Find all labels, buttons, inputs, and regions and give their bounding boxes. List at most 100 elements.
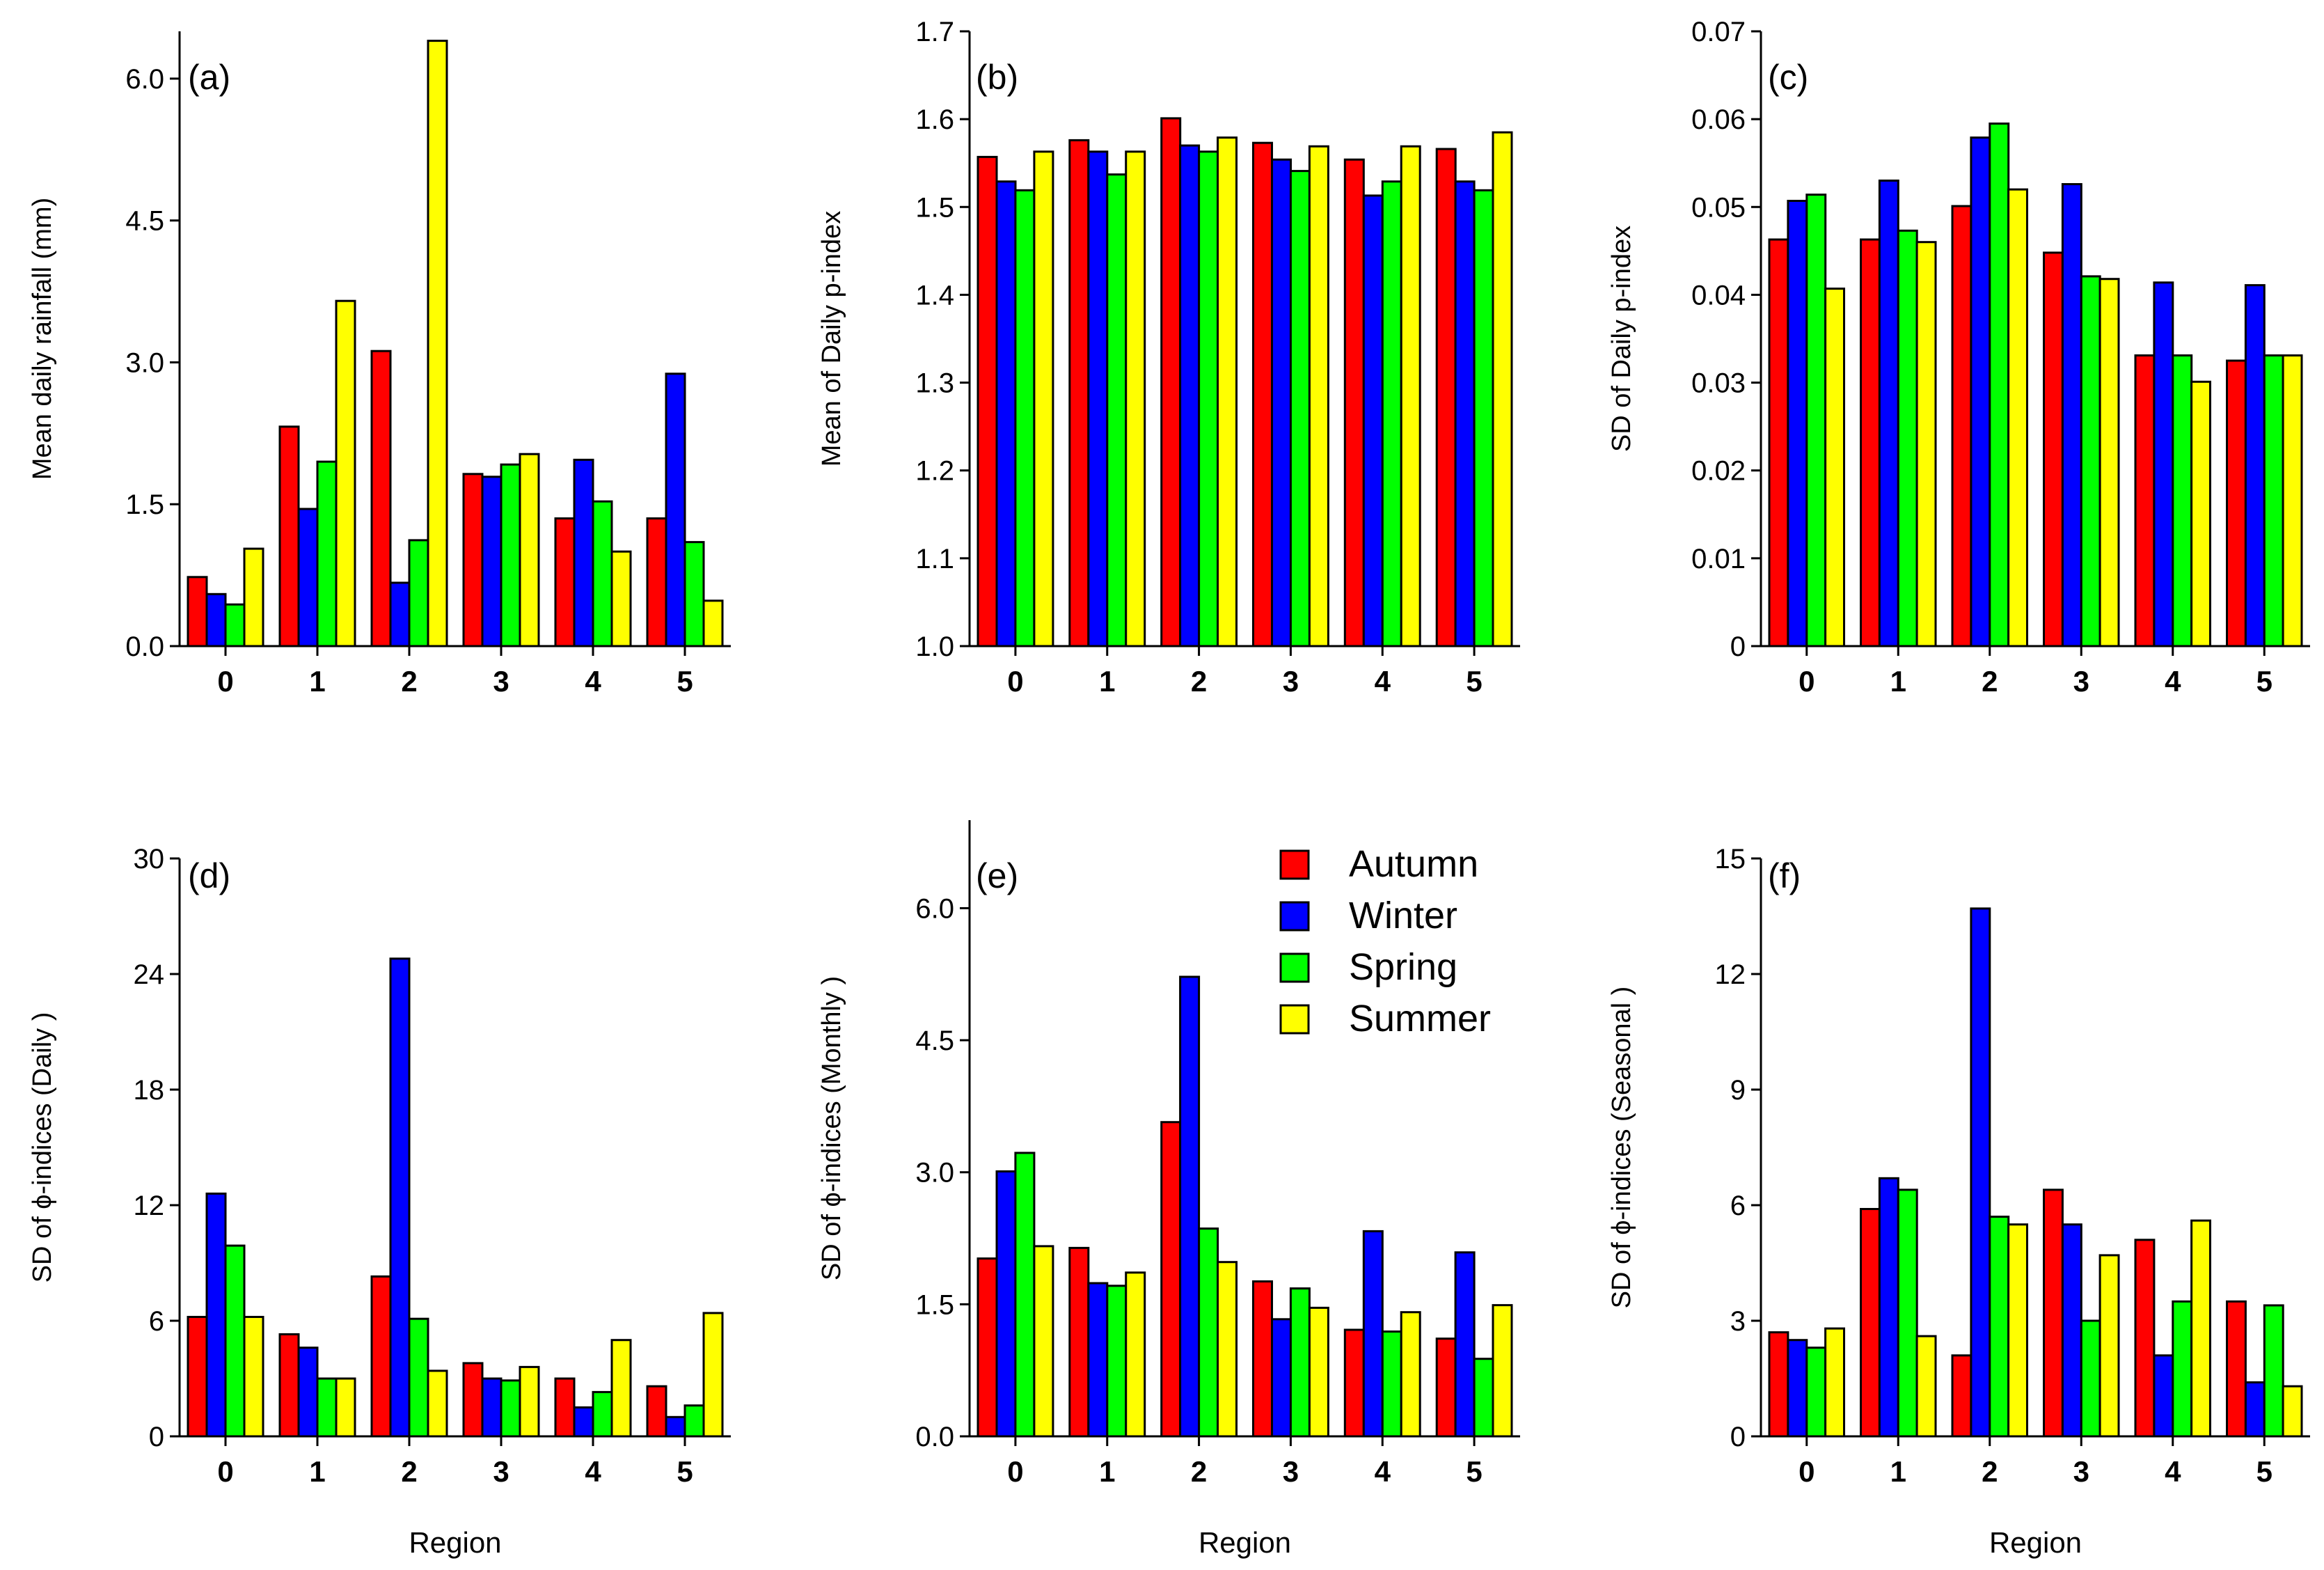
panel-e: 0.0 1.5 3.0 4.5 6.0 0 1 2 3 4 5 SD of ϕ-indices (Mo… (817, 820, 1520, 1559)
y-tick-label: 1.2 (915, 456, 954, 487)
bar-spring-region-2 (1989, 123, 2010, 647)
bar-autumn-region-1 (1068, 1246, 1090, 1438)
bar-summer-region-0 (1824, 1327, 1846, 1438)
bar-winter-region-1 (1087, 1282, 1109, 1438)
bar-autumn-region-2 (1951, 205, 1973, 647)
x-tick-label-region-4: 4 (1375, 1455, 1391, 1488)
bar-autumn-region-2 (370, 350, 392, 647)
bar-autumn-region-3 (1252, 141, 1273, 647)
y-tick-label: 30 (134, 844, 165, 874)
x-tick-label-region-4: 4 (585, 665, 601, 698)
bar-summer-region-2 (1217, 136, 1238, 647)
bar-summer-region-5 (702, 599, 724, 647)
bar-winter-region-4 (1362, 1230, 1384, 1438)
bar-spring-region-3 (500, 463, 521, 647)
y-tick-label: 1.7 (915, 17, 954, 47)
legend-label-summer: Summer (1349, 998, 1491, 1039)
y-tick-label: 3.0 (125, 347, 164, 378)
bar-summer-region-4 (1400, 145, 1421, 647)
bar-winter-region-0 (205, 592, 227, 647)
x-tick-label-region-0: 0 (1799, 1455, 1815, 1488)
bar-autumn-region-5 (1435, 148, 1457, 647)
bar-spring-region-4 (1381, 180, 1402, 647)
bar-summer-region-3 (1308, 1306, 1329, 1438)
x-tick-label-region-4: 4 (2165, 1455, 2181, 1488)
bar-spring-region-2 (408, 539, 429, 647)
bar-winter-region-3 (481, 476, 503, 647)
bar-winter-region-4 (1362, 194, 1384, 647)
bar-spring-region-4 (1381, 1330, 1402, 1438)
bar-autumn-region-3 (462, 473, 484, 647)
bar-spring-region-1 (316, 1377, 338, 1438)
panel-tag: (d) (188, 856, 230, 895)
y-axis-title: SD of ϕ-indices (Seasonal ) (1607, 987, 1636, 1309)
y-tick-label: 1.4 (915, 280, 954, 311)
bar-autumn-region-3 (2043, 251, 2064, 647)
bar-spring-region-1 (1106, 173, 1128, 647)
y-tick-label: 1.5 (915, 1289, 954, 1320)
bar-winter-region-0 (1787, 200, 1808, 647)
x-tick-label-region-2: 2 (1982, 665, 1998, 698)
panel-tag: (e) (976, 856, 1018, 895)
bar-winter-region-5 (665, 372, 686, 647)
bar-summer-region-1 (1125, 150, 1146, 647)
bar-winter-region-4 (573, 458, 594, 647)
y-tick-label: 0 (1730, 631, 1746, 662)
bar-winter-region-1 (1878, 1177, 1899, 1438)
bar-autumn-region-5 (646, 1385, 667, 1438)
bar-autumn-region-0 (187, 1316, 208, 1438)
bar-winter-region-5 (2244, 284, 2266, 647)
panel-tag: (a) (188, 58, 230, 97)
y-tick-label: 6.0 (125, 64, 164, 95)
bar-spring-region-0 (1805, 194, 1827, 647)
bar-spring-region-5 (2263, 1304, 2284, 1438)
bar-autumn-region-1 (1860, 1208, 1881, 1438)
y-tick-label: 9 (1730, 1075, 1746, 1106)
x-tick-label-region-2: 2 (401, 665, 417, 698)
bar-winter-region-3 (1271, 1318, 1292, 1438)
y-tick-label: 0.02 (1691, 456, 1746, 487)
bar-summer-region-1 (335, 1377, 356, 1438)
y-tick-label: 6 (1730, 1191, 1746, 1221)
bar-winter-region-3 (481, 1377, 503, 1438)
panel-b: 1.0 1.1 1.2 1.3 1.4 1.5 1.6 1.7 0 1 2 3 4 5 Mean of Da… (817, 17, 1520, 698)
bar-autumn-region-2 (1160, 1121, 1182, 1438)
bar-spring-region-1 (316, 460, 338, 647)
bar-summer-region-1 (1915, 241, 1937, 647)
bar-summer-region-0 (243, 1316, 264, 1438)
x-tick-label-region-3: 3 (493, 1455, 509, 1488)
bar-autumn-region-2 (1951, 1354, 1973, 1438)
x-tick-label-region-3: 3 (1283, 665, 1299, 698)
x-tick-label-region-0: 0 (217, 665, 233, 698)
y-tick-label: 0.04 (1691, 280, 1746, 311)
x-tick-label-region-0: 0 (1007, 1455, 1023, 1488)
bar-summer-region-3 (1308, 145, 1329, 647)
x-axis-title: Region (1199, 1526, 1291, 1559)
bar-winter-region-0 (995, 1170, 1017, 1438)
x-tick-label-region-3: 3 (493, 665, 509, 698)
y-tick-label: 12 (134, 1191, 165, 1221)
bar-spring-region-0 (224, 1244, 246, 1438)
bar-summer-region-2 (2007, 188, 2029, 647)
legend-swatch-summer (1279, 1004, 1310, 1035)
panel-a: 0.0 1.5 3.0 4.5 6.0 0 1 2 3 4 5 Mean daily rainfall… (28, 31, 731, 698)
x-tick-label-region-0: 0 (1007, 665, 1023, 698)
y-tick-label: 18 (134, 1075, 165, 1106)
bar-autumn-region-3 (2043, 1188, 2064, 1438)
y-axis-title: Mean of Daily p-index (817, 211, 846, 467)
bar-winter-region-2 (1970, 136, 1991, 647)
bar-summer-region-2 (427, 40, 448, 647)
bar-autumn-region-4 (2134, 1239, 2156, 1438)
x-tick-label-region-5: 5 (1466, 665, 1482, 698)
bar-autumn-region-5 (1435, 1337, 1457, 1438)
bar-winter-region-5 (1454, 180, 1476, 647)
bar-winter-region-1 (297, 1347, 319, 1438)
bar-spring-region-3 (2080, 275, 2101, 647)
bar-summer-region-1 (1915, 1335, 1937, 1438)
y-tick-label: 4.5 (915, 1026, 954, 1056)
bar-spring-region-3 (1289, 170, 1311, 647)
bar-autumn-region-0 (977, 1257, 998, 1438)
bar-autumn-region-4 (554, 1377, 576, 1438)
y-tick-label: 0.03 (1691, 368, 1746, 399)
legend-swatch-autumn (1279, 849, 1310, 880)
